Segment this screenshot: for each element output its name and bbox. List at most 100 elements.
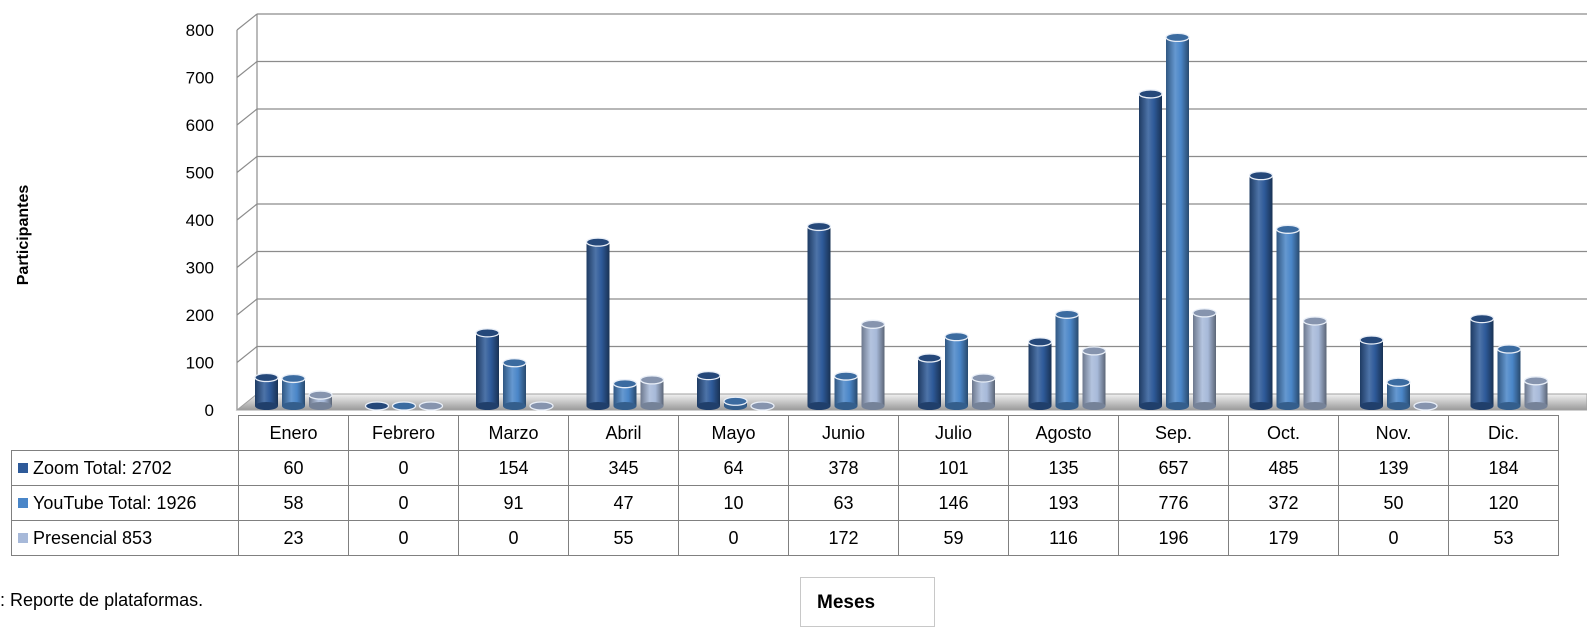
- bar-base: [1497, 402, 1521, 410]
- bar-top: [612, 379, 638, 389]
- x-axis-title-box: Meses: [800, 577, 935, 627]
- bar-top: [860, 319, 886, 329]
- bar-top: [1248, 170, 1274, 181]
- legend-swatch: [18, 462, 28, 473]
- data-value-cell: 154: [458, 450, 569, 486]
- bar: [971, 373, 996, 410]
- bar-body: [1055, 314, 1079, 406]
- y-tick-label: 700: [186, 69, 214, 88]
- data-value-cell: 53: [1448, 520, 1559, 556]
- bar-base: [1166, 402, 1189, 410]
- bar-body: [1360, 339, 1383, 406]
- bar-body: [1193, 312, 1216, 406]
- bar-top: [391, 401, 417, 411]
- bar-base: [1082, 402, 1106, 410]
- table-header-row: Enero Febrero Marzo Abril Mayo Junio Julio Agos…: [11, 415, 1559, 451]
- bar-body: [945, 336, 968, 406]
- bar-body: [613, 383, 637, 406]
- data-value-cell: 179: [1228, 520, 1339, 556]
- category-label: Mayo: [678, 415, 789, 451]
- bar: [308, 390, 333, 410]
- data-value-cell: 139: [1338, 450, 1449, 486]
- bar: [418, 401, 444, 411]
- bar-body: [1276, 229, 1300, 406]
- table-row: Zoom Total: 2702 60 0 154 345 64 378 101 135 657 4…: [11, 450, 1559, 486]
- data-value-cell: 50: [1338, 485, 1449, 521]
- data-value-cell: 0: [348, 520, 459, 556]
- bar: [917, 353, 942, 410]
- bar-base: [834, 402, 858, 410]
- bar: [364, 401, 390, 411]
- bar-top: [723, 396, 748, 406]
- bar-base: [1276, 402, 1300, 410]
- bar-top: [1081, 346, 1107, 356]
- data-value-cell: 0: [1338, 520, 1449, 556]
- bar-top: [1523, 376, 1549, 386]
- data-value-cell: 193: [1008, 485, 1119, 521]
- data-value-cell: 345: [568, 450, 679, 486]
- bar: [1138, 89, 1163, 410]
- bar-body: [1028, 341, 1052, 406]
- y-tick-label: 800: [186, 21, 214, 40]
- bar-top: [833, 371, 859, 381]
- bar: [639, 375, 665, 410]
- bar: [723, 396, 748, 410]
- bar-base: [972, 402, 995, 410]
- bar-base: [1387, 402, 1410, 410]
- data-value-cell: 91: [458, 485, 569, 521]
- table-row: YouTube Total: 1926 58 0 91 47 10 63 146 193 776 3…: [11, 485, 1559, 521]
- bar: [806, 221, 832, 410]
- bar-body: [1166, 37, 1189, 407]
- bar-top: [254, 372, 279, 383]
- data-value-cell: 55: [568, 520, 679, 556]
- bar-top: [1054, 309, 1080, 319]
- bar-top: [1413, 401, 1438, 411]
- bar-top: [308, 390, 333, 400]
- gridline-side: [236, 346, 258, 363]
- bar-base: [697, 402, 720, 410]
- gridline-side: [236, 13, 258, 31]
- bar: [833, 371, 859, 410]
- data-value-cell: 0: [678, 520, 789, 556]
- series-legend-label: Zoom Total: 2702: [11, 450, 239, 486]
- bar: [585, 237, 611, 410]
- bar-body: [697, 375, 720, 406]
- bar-body: [255, 377, 278, 406]
- data-value-cell: 116: [1008, 520, 1119, 556]
- bar: [1054, 309, 1080, 410]
- bar: [944, 331, 969, 410]
- data-value-cell: 10: [678, 485, 789, 521]
- bar-top: [806, 221, 832, 232]
- bar-top: [475, 328, 500, 338]
- bar-body: [1497, 349, 1521, 406]
- bar-top: [971, 373, 996, 383]
- category-label: Febrero: [348, 415, 459, 451]
- bar-top: [944, 331, 969, 342]
- bar-base: [640, 402, 664, 410]
- category-label: Marzo: [458, 415, 569, 451]
- data-value-cell: 59: [898, 520, 1009, 556]
- data-value-cell: 172: [788, 520, 899, 556]
- bar-top: [502, 358, 527, 368]
- data-value-cell: 101: [898, 450, 1009, 486]
- bar-top: [1496, 344, 1522, 354]
- bar-base: [1524, 402, 1548, 410]
- bar-body: [1303, 320, 1327, 406]
- gridline-side: [236, 203, 258, 221]
- data-value-cell: 776: [1118, 485, 1229, 521]
- category-label: Nov.: [1338, 415, 1449, 451]
- bar-base: [309, 402, 332, 410]
- bar-top: [1386, 377, 1411, 387]
- data-value-cell: 146: [898, 485, 1009, 521]
- gridline-side: [236, 108, 258, 126]
- data-value-cell: 120: [1448, 485, 1559, 521]
- bar: [1523, 376, 1549, 410]
- bar-body: [476, 332, 499, 406]
- category-label: Dic.: [1448, 415, 1559, 451]
- data-value-cell: 196: [1118, 520, 1229, 556]
- bar-top: [1165, 32, 1190, 43]
- bar-top: [585, 237, 611, 247]
- bar-body: [1524, 380, 1548, 406]
- bar-body: [1470, 318, 1494, 406]
- bar-top: [1138, 89, 1163, 99]
